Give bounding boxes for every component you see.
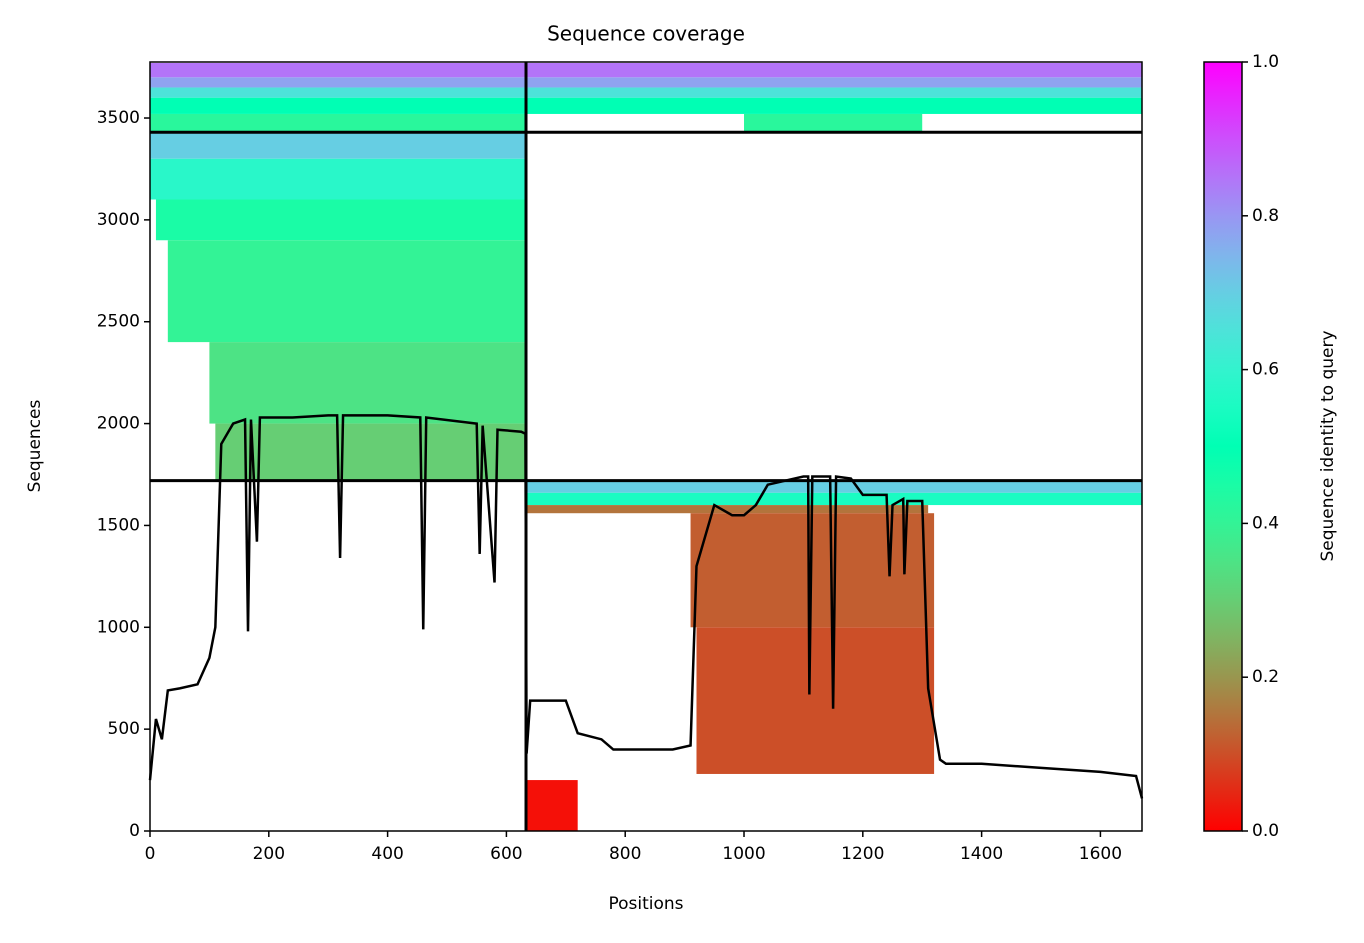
coverage-block xyxy=(150,97,527,114)
coverage-block xyxy=(526,97,1142,114)
x-tick-label: 1400 xyxy=(960,844,1003,864)
y-tick-label: 3500 xyxy=(97,108,140,128)
y-tick-label: 2500 xyxy=(97,312,140,332)
coverage-block xyxy=(526,492,1142,506)
x-tick-label: 800 xyxy=(609,844,641,864)
x-axis-label: Positions xyxy=(608,894,683,914)
coverage-block xyxy=(150,63,527,78)
coverage-block xyxy=(696,627,935,774)
x-tick-label: 1600 xyxy=(1079,844,1122,864)
coverage-block xyxy=(150,113,527,133)
y-tick-label: 2000 xyxy=(97,414,140,434)
y-axis-label: Sequences xyxy=(25,400,45,493)
coverage-block xyxy=(526,77,1142,88)
colorbar-tick-label: 1.0 xyxy=(1252,52,1279,72)
x-tick-label: 600 xyxy=(490,844,522,864)
plot-frame xyxy=(149,61,1143,832)
coverage-block xyxy=(167,240,527,343)
coverage-block xyxy=(744,113,923,133)
coverage-block xyxy=(155,199,527,241)
x-tick-label: 200 xyxy=(253,844,285,864)
coverage-block xyxy=(526,780,578,831)
colorbar-tick-label: 0.4 xyxy=(1252,513,1279,533)
colorbar-tick-label: 0.0 xyxy=(1252,821,1279,841)
coverage-block xyxy=(150,77,527,88)
coverage-block xyxy=(526,87,1142,98)
y-tick-label: 3000 xyxy=(97,210,140,230)
x-tick-label: 400 xyxy=(371,844,403,864)
coverage-block xyxy=(526,63,1142,78)
coverage-block xyxy=(526,505,929,514)
colorbar-tick-label: 0.2 xyxy=(1252,667,1279,687)
coverage-block xyxy=(215,423,527,481)
coverage-block xyxy=(209,342,527,424)
x-tick-label: 1000 xyxy=(722,844,765,864)
colorbar-label: Sequence identity to query xyxy=(1318,330,1338,561)
y-tick-label: 500 xyxy=(108,719,140,739)
coverage-block xyxy=(150,87,527,98)
coverage-block xyxy=(150,132,527,159)
y-tick-label: 0 xyxy=(129,821,140,841)
colorbar-tick-label: 0.8 xyxy=(1252,206,1279,226)
x-tick-label: 0 xyxy=(145,844,156,864)
y-tick-label: 1500 xyxy=(97,515,140,535)
x-tick-label: 1200 xyxy=(841,844,884,864)
coverage-block xyxy=(150,158,527,200)
colorbar xyxy=(1203,61,1243,832)
colorbar-tick-label: 0.6 xyxy=(1252,360,1279,380)
coverage-line xyxy=(148,414,1144,799)
chart-title: Sequence coverage xyxy=(547,22,745,46)
y-tick-label: 1000 xyxy=(97,617,140,637)
coverage-block xyxy=(526,480,1142,493)
